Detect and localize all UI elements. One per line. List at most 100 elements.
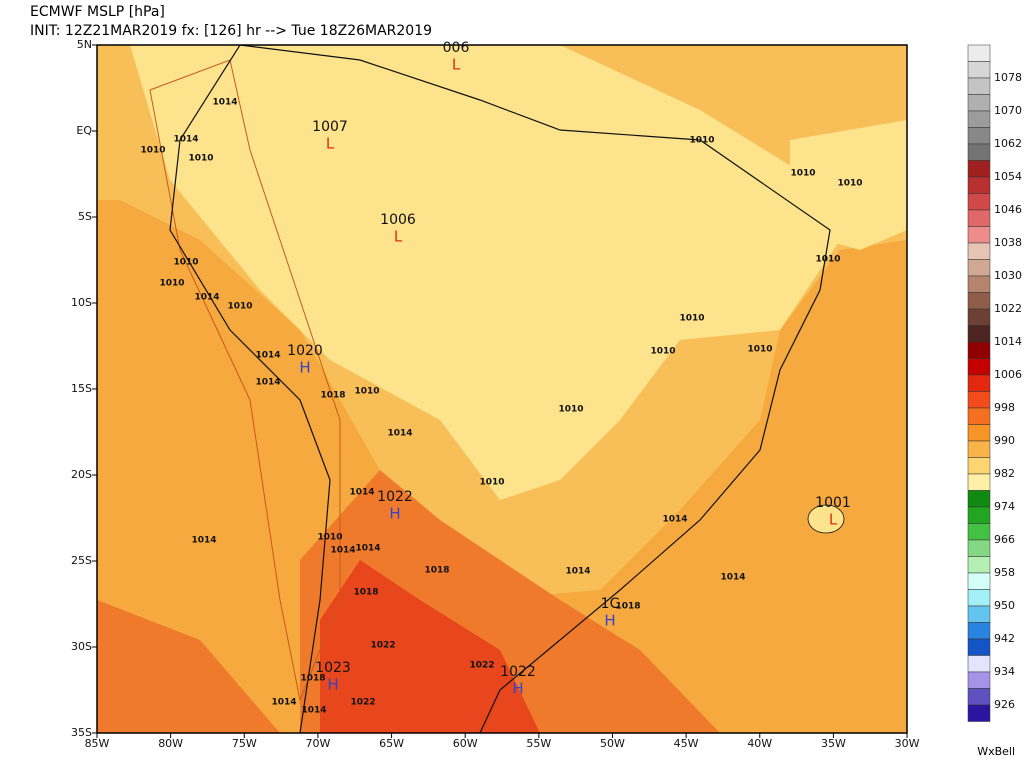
colorbar-cell bbox=[967, 193, 991, 211]
lon-label: 30W bbox=[895, 737, 920, 750]
colorbar-cell bbox=[967, 638, 991, 656]
lon-label: 35W bbox=[821, 737, 846, 750]
contour-label: 1018 bbox=[615, 602, 640, 612]
center-letter: H bbox=[299, 359, 310, 377]
center-letter: L bbox=[326, 135, 335, 153]
contour-label: 1010 bbox=[354, 387, 379, 397]
subtitle: INIT: 12Z21MAR2019 fx: [126] hr --> Tue … bbox=[30, 23, 432, 39]
colorbar-cell bbox=[967, 341, 991, 359]
contour-label: 1014 bbox=[301, 706, 326, 716]
colorbar-label: 1054 bbox=[994, 170, 1022, 183]
contour-label: 1014 bbox=[662, 515, 687, 525]
lon-label: 45W bbox=[674, 737, 699, 750]
contour-label: 1014 bbox=[720, 573, 745, 583]
colorbar-label: 982 bbox=[994, 467, 1015, 480]
colorbar-cell bbox=[967, 226, 991, 244]
contour-label: 1010 bbox=[227, 302, 252, 312]
colorbar-cell bbox=[967, 176, 991, 194]
contour-label: 1010 bbox=[650, 347, 675, 357]
contour-label: 1018 bbox=[300, 674, 325, 684]
contour-label: 1014 bbox=[565, 567, 590, 577]
colorbar-cell bbox=[967, 407, 991, 425]
colorbar-label: 1006 bbox=[994, 368, 1022, 381]
contour-label: 1014 bbox=[349, 488, 374, 498]
lat-label: 20S bbox=[71, 468, 92, 481]
center-letter: H bbox=[389, 505, 400, 523]
contour-label: 1014 bbox=[194, 293, 219, 303]
colorbar-cell bbox=[967, 391, 991, 409]
colorbar-label: 1078 bbox=[994, 71, 1022, 84]
contour-label: 1010 bbox=[689, 136, 714, 146]
colorbar-label: 1070 bbox=[994, 104, 1022, 117]
contour-label: 1010 bbox=[837, 179, 862, 189]
center-value: 1006 bbox=[380, 212, 416, 228]
contour-label: 1014 bbox=[387, 429, 412, 439]
contour-label: 1022 bbox=[469, 661, 494, 671]
colorbar-cell bbox=[967, 110, 991, 128]
center-value: 1020 bbox=[287, 343, 323, 359]
colorbar-cell bbox=[967, 490, 991, 508]
center-letter: H bbox=[604, 612, 615, 630]
lon-label: 85W bbox=[85, 737, 110, 750]
lat-label: 35S bbox=[71, 726, 92, 739]
colorbar-cell bbox=[967, 292, 991, 310]
contour-label: 1014 bbox=[271, 698, 296, 708]
contour-label: 1022 bbox=[370, 641, 395, 651]
colorbar-label: 1022 bbox=[994, 302, 1022, 315]
colorbar-cell bbox=[967, 242, 991, 260]
contour-label: 1022 bbox=[350, 698, 375, 708]
center-letter: H bbox=[512, 680, 523, 698]
title: ECMWF MSLP [hPa] bbox=[30, 4, 165, 20]
colorbar-cell bbox=[967, 358, 991, 376]
contour-label: 1014 bbox=[255, 351, 280, 361]
lat-label: EQ bbox=[76, 124, 92, 137]
colorbar-label: 998 bbox=[994, 401, 1015, 414]
colorbar-cell bbox=[967, 605, 991, 623]
map-field bbox=[97, 45, 907, 733]
colorbar-cell bbox=[967, 94, 991, 112]
lon-label: 50W bbox=[600, 737, 625, 750]
center-letter: H bbox=[327, 676, 338, 694]
contour-label: 1010 bbox=[317, 533, 342, 543]
colorbar-label: 942 bbox=[994, 632, 1015, 645]
colorbar-cell bbox=[967, 671, 991, 689]
center-value: 006 bbox=[443, 40, 470, 56]
center-letter: L bbox=[452, 56, 461, 74]
contour-label: 1010 bbox=[159, 279, 184, 289]
lat-label: 25S bbox=[71, 554, 92, 567]
colorbar-cell bbox=[967, 160, 991, 178]
lon-label: 75W bbox=[232, 737, 257, 750]
center-letter: L bbox=[829, 511, 838, 529]
colorbar-cell bbox=[967, 44, 991, 62]
contour-label: 1014 bbox=[255, 378, 280, 388]
colorbar-label: 1062 bbox=[994, 137, 1022, 150]
colorbar-cell bbox=[967, 457, 991, 475]
lon-label: 70W bbox=[305, 737, 330, 750]
colorbar-cell bbox=[967, 259, 991, 277]
colorbar-label: 950 bbox=[994, 599, 1015, 612]
colorbar-cell bbox=[967, 127, 991, 145]
center-value: 1022 bbox=[500, 664, 536, 680]
colorbar-cell bbox=[967, 325, 991, 343]
center-value: 1007 bbox=[312, 119, 348, 135]
contour-label: 1018 bbox=[353, 588, 378, 598]
colorbar-cell bbox=[967, 143, 991, 161]
colorbar-cell bbox=[967, 77, 991, 95]
contour-label: 1010 bbox=[173, 258, 198, 268]
colorbar-cell bbox=[967, 589, 991, 607]
colorbar-cell bbox=[967, 655, 991, 673]
lat-label: 5N bbox=[77, 38, 92, 51]
lon-label: 60W bbox=[453, 737, 478, 750]
contour-label: 1018 bbox=[320, 391, 345, 401]
colorbar-label: 1014 bbox=[994, 335, 1022, 348]
colorbar-cell bbox=[967, 688, 991, 706]
credit: WxBell bbox=[977, 745, 1015, 758]
colorbar-cell bbox=[967, 523, 991, 541]
lat-label: 10S bbox=[71, 296, 92, 309]
lat-label: 5S bbox=[78, 210, 92, 223]
lon-label: 80W bbox=[158, 737, 183, 750]
colorbar-cell bbox=[967, 473, 991, 491]
lon-label: 55W bbox=[526, 737, 551, 750]
contour-label: 1010 bbox=[747, 345, 772, 355]
colorbar-label: 1038 bbox=[994, 236, 1022, 249]
